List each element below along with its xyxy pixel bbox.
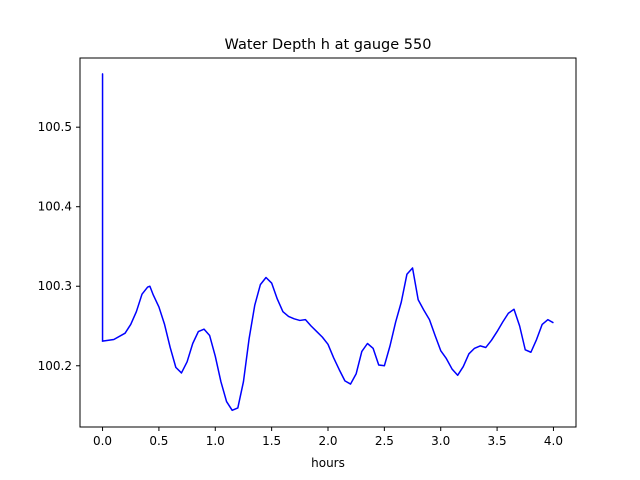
chart-title: Water Depth h at gauge 550	[225, 37, 432, 53]
y-tick-label: 100.5	[38, 120, 72, 134]
x-tick-label: 3.0	[431, 434, 450, 448]
y-axis-ticks: 100.2 100.3 100.4 100.5	[38, 120, 80, 373]
y-tick-label: 100.2	[38, 359, 72, 373]
x-tick-label: 0.5	[149, 434, 168, 448]
x-tick-label: 2.5	[375, 434, 394, 448]
x-tick-label: 4.0	[544, 434, 563, 448]
y-tick-label: 100.4	[38, 200, 72, 214]
x-axis-label: hours	[311, 456, 345, 470]
x-tick-label: 3.5	[488, 434, 507, 448]
plot-frame	[79, 57, 577, 428]
y-tick-label: 100.3	[38, 279, 72, 293]
x-tick-label: 2.0	[318, 434, 337, 448]
x-tick-label: 1.5	[262, 434, 281, 448]
x-tick-label: 1.0	[206, 434, 225, 448]
x-axis-ticks: 0.0 0.5 1.0 1.5 2.0 2.5 3.0 3.5 4.0	[93, 427, 563, 448]
series-line	[101, 73, 554, 412]
x-tick-label: 0.0	[93, 434, 112, 448]
